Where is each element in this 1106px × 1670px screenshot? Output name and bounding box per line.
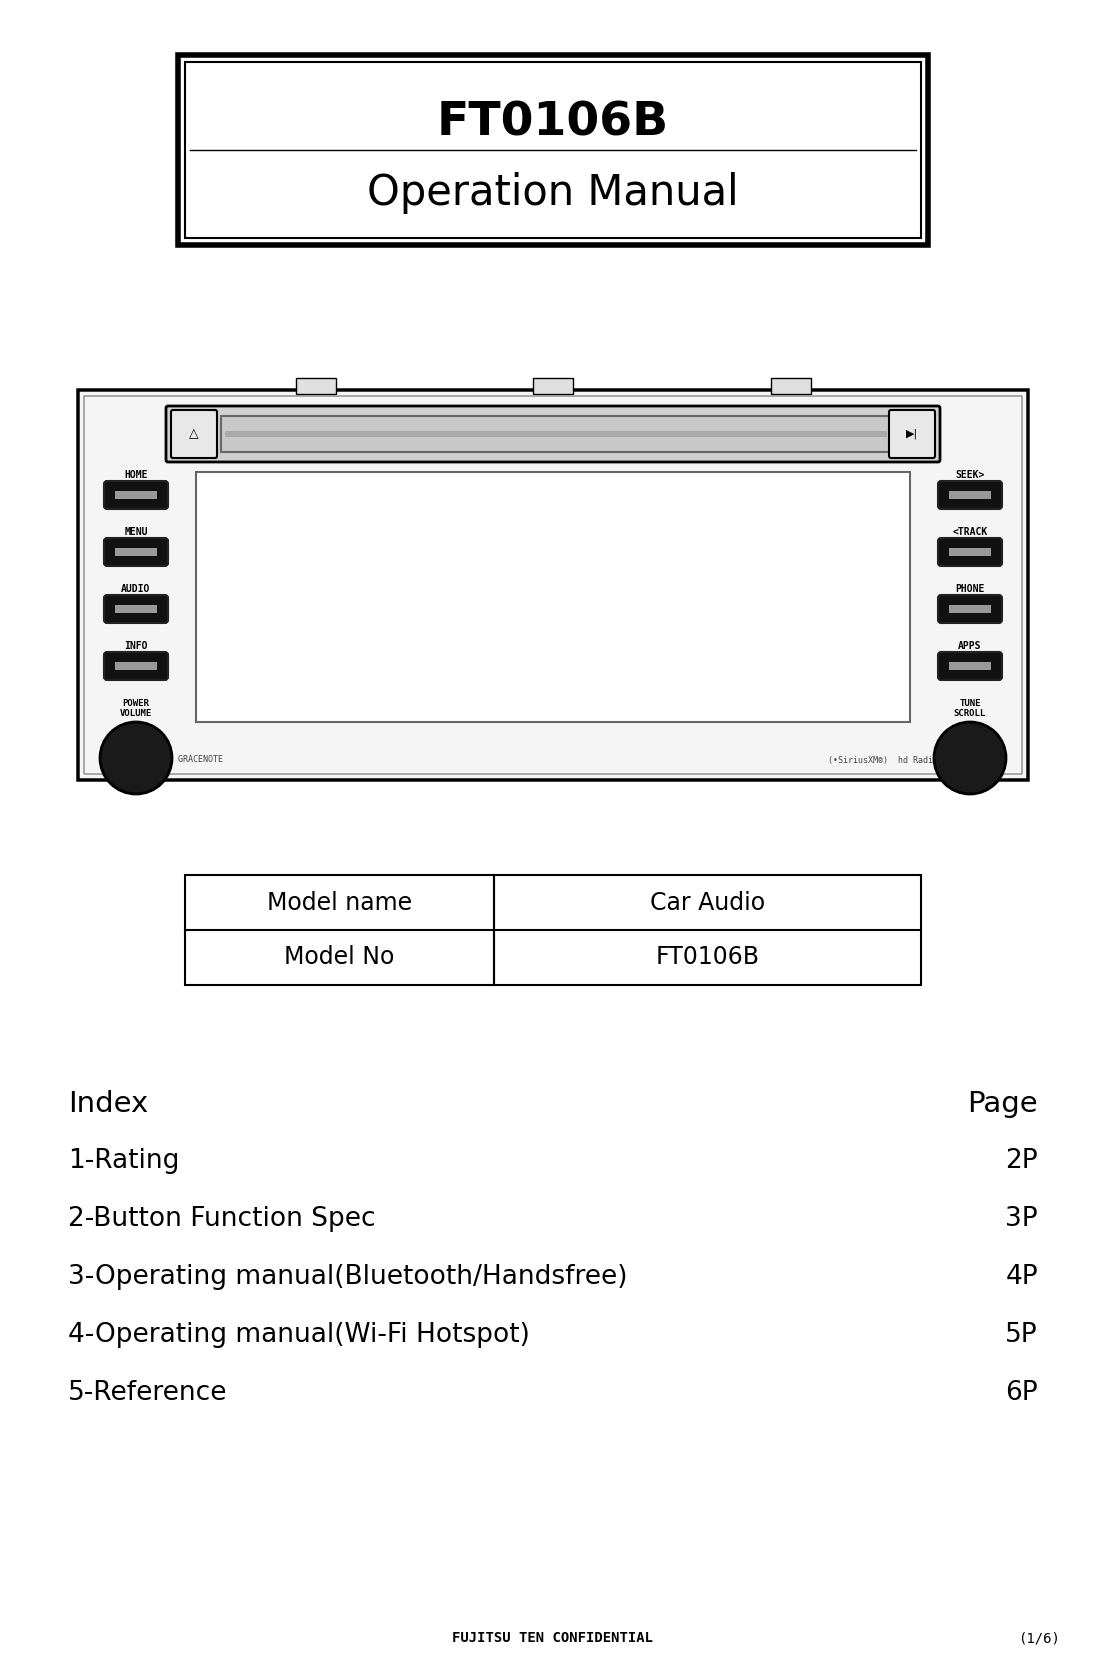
- Bar: [185, 875, 921, 985]
- Text: 2P: 2P: [1005, 1147, 1039, 1174]
- Text: MENU: MENU: [124, 528, 148, 538]
- Text: SEEK>: SEEK>: [956, 469, 984, 479]
- Bar: [225, 431, 887, 438]
- FancyBboxPatch shape: [938, 481, 1002, 509]
- FancyBboxPatch shape: [104, 651, 168, 680]
- Text: 1-Rating: 1-Rating: [67, 1147, 179, 1174]
- Text: 3-Operating manual(Bluetooth/Handsfree): 3-Operating manual(Bluetooth/Handsfree): [67, 1264, 627, 1289]
- FancyBboxPatch shape: [938, 595, 1002, 623]
- Text: Index: Index: [67, 1091, 148, 1117]
- Bar: [949, 661, 991, 670]
- Text: Model No: Model No: [284, 945, 395, 970]
- Circle shape: [108, 730, 164, 787]
- FancyBboxPatch shape: [104, 595, 168, 623]
- FancyBboxPatch shape: [104, 538, 168, 566]
- Bar: [949, 605, 991, 613]
- Text: FUJITSU TEN CONFIDENTIAL: FUJITSU TEN CONFIDENTIAL: [452, 1632, 654, 1645]
- Text: HOME: HOME: [124, 469, 148, 479]
- Text: Model name: Model name: [267, 890, 413, 915]
- Bar: [115, 548, 157, 556]
- Text: △: △: [189, 428, 199, 441]
- Text: Operation Manual: Operation Manual: [367, 172, 739, 214]
- FancyBboxPatch shape: [104, 481, 168, 509]
- Circle shape: [124, 746, 148, 770]
- FancyBboxPatch shape: [938, 651, 1002, 680]
- FancyBboxPatch shape: [79, 391, 1027, 780]
- Text: ▶|: ▶|: [906, 429, 918, 439]
- Text: APPS: APPS: [958, 641, 982, 651]
- Bar: [196, 473, 910, 721]
- Text: (•SiriusXM®)  hd Radio: (•SiriusXM®) hd Radio: [828, 755, 938, 765]
- Text: 4-Operating manual(Wi-Fi Hotspot): 4-Operating manual(Wi-Fi Hotspot): [67, 1323, 530, 1348]
- Text: 3P: 3P: [1005, 1206, 1039, 1232]
- Circle shape: [100, 721, 173, 793]
- Text: ⊕ GRACENOTE: ⊕ GRACENOTE: [168, 755, 223, 765]
- Circle shape: [958, 746, 982, 770]
- Text: PHONE: PHONE: [956, 584, 984, 595]
- Text: Page: Page: [968, 1091, 1039, 1117]
- Text: FT0106B: FT0106B: [437, 100, 669, 145]
- FancyBboxPatch shape: [938, 538, 1002, 566]
- Bar: [185, 62, 921, 239]
- Circle shape: [933, 721, 1006, 793]
- Bar: [178, 55, 928, 245]
- Text: 5-Reference: 5-Reference: [67, 1379, 228, 1406]
- Bar: [533, 377, 573, 394]
- Text: (1/6): (1/6): [1019, 1632, 1060, 1645]
- Text: 5P: 5P: [1005, 1323, 1039, 1348]
- Text: 2-Button Function Spec: 2-Button Function Spec: [67, 1206, 376, 1232]
- Text: INFO: INFO: [124, 641, 148, 651]
- Bar: [221, 416, 891, 453]
- Circle shape: [942, 730, 998, 787]
- Circle shape: [950, 738, 990, 778]
- Bar: [949, 491, 991, 499]
- FancyBboxPatch shape: [171, 411, 217, 458]
- Text: Car Audio: Car Audio: [650, 890, 765, 915]
- Text: <TRACK: <TRACK: [952, 528, 988, 538]
- Text: POWER
VOLUME: POWER VOLUME: [119, 698, 153, 718]
- FancyBboxPatch shape: [889, 411, 935, 458]
- FancyBboxPatch shape: [166, 406, 940, 463]
- Bar: [115, 491, 157, 499]
- Bar: [115, 605, 157, 613]
- Bar: [115, 661, 157, 670]
- Bar: [949, 548, 991, 556]
- Circle shape: [116, 738, 156, 778]
- Bar: [771, 377, 811, 394]
- Text: AUDIO: AUDIO: [122, 584, 150, 595]
- FancyBboxPatch shape: [84, 396, 1022, 773]
- Text: FT0106B: FT0106B: [656, 945, 760, 970]
- Bar: [295, 377, 335, 394]
- Text: TUNE
SCROLL: TUNE SCROLL: [953, 698, 987, 718]
- Text: 4P: 4P: [1005, 1264, 1039, 1289]
- Text: 6P: 6P: [1005, 1379, 1039, 1406]
